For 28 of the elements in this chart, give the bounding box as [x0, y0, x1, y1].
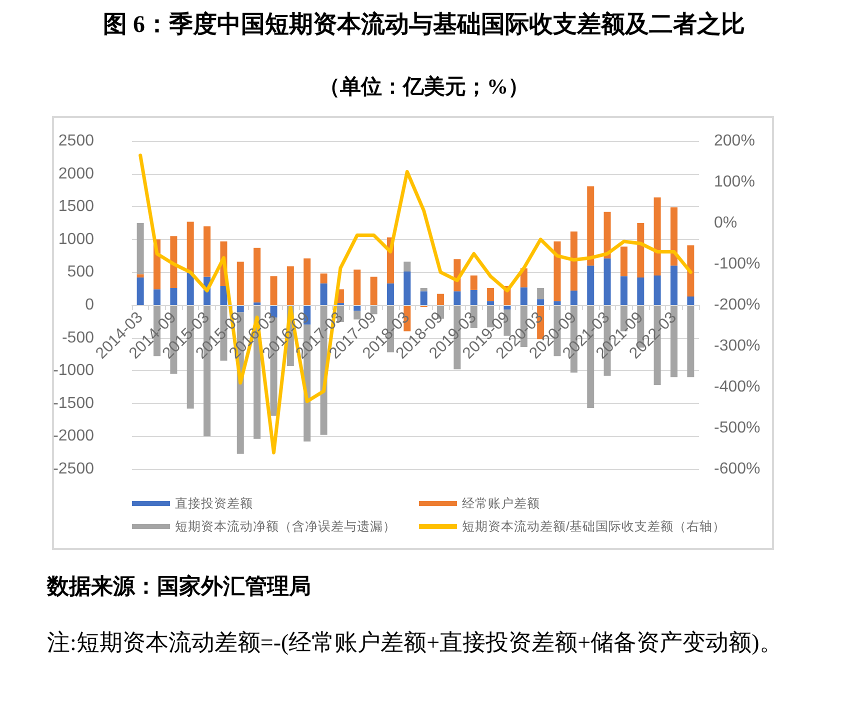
y-tick-label: 1500: [58, 198, 94, 216]
y-tick-label: -2500: [53, 460, 94, 478]
y2-tick-label: -500%: [714, 420, 760, 436]
y-tick-label: 500: [67, 264, 94, 281]
y-tick-label: -2000: [53, 428, 94, 445]
source-note: 数据来源：国家外汇管理局: [46, 574, 311, 598]
y-tick-label: -1000: [53, 362, 94, 380]
legend-label: 经常账户差额: [462, 496, 540, 510]
y2-tick-label: -300%: [714, 338, 760, 354]
y2-tick-label: 200%: [714, 132, 755, 150]
y-tick-label: 2500: [58, 132, 94, 150]
legend-label: 直接投资差额: [175, 496, 253, 510]
y2-tick-label: 0%: [714, 214, 738, 232]
y2-tick-label: -600%: [714, 460, 760, 478]
y-tick-label: -1500: [53, 394, 94, 412]
chart-title: 图 6：季度中国短期资本流动与基础国际收支差额及二者之比: [103, 11, 745, 38]
y2-tick-label: -200%: [714, 296, 760, 314]
y-tick-label: -500: [62, 329, 94, 346]
text: 注:短期资本流动差额=-(经常账户差额+直接投资差额+储备资产变动额)。: [47, 630, 782, 655]
legend-label: 短期资本流动差额/基础国际收支差额（右轴）: [462, 518, 726, 534]
y2-tick-label: 100%: [714, 174, 755, 190]
legend-label: 短期资本流动净额（含净误差与遗漏）: [175, 518, 396, 534]
y2-tick-label: -400%: [714, 378, 760, 396]
y-tick-label: 1000: [58, 230, 94, 248]
y-tick-label: 2000: [58, 165, 94, 182]
y2-tick-label: -100%: [714, 256, 760, 272]
y-tick-label: 0: [85, 296, 94, 314]
chart-subtitle: （单位：亿美元；%）: [319, 74, 529, 98]
